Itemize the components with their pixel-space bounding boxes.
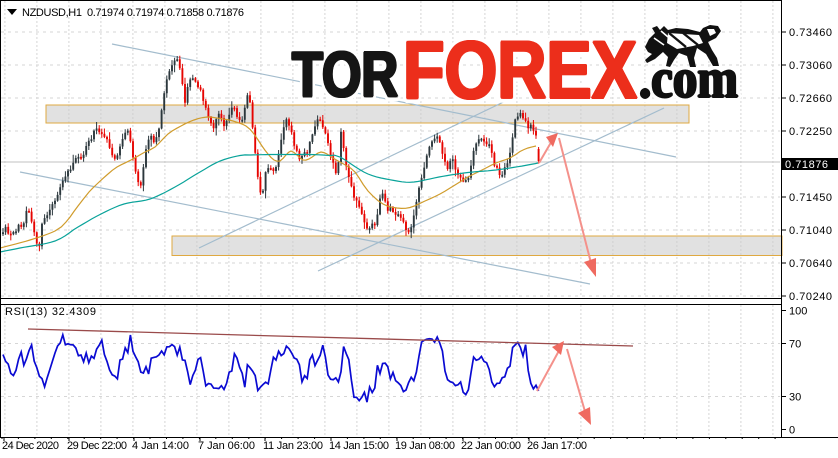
svg-text:TOR: TOR [291, 38, 397, 110]
svg-text:0.72660: 0.72660 [789, 93, 832, 105]
svg-text:FOREX: FOREX [402, 26, 636, 117]
svg-text:FOREX: FOREX [402, 24, 636, 115]
svg-text:TOR: TOR [293, 39, 399, 111]
svg-text:0.71040: 0.71040 [789, 225, 832, 237]
svg-text:14 Jan 15:00: 14 Jan 15:00 [329, 440, 389, 452]
svg-text:FOREX: FOREX [404, 25, 638, 116]
svg-text:FOREX: FOREX [403, 26, 637, 117]
svg-text:NZDUSD,H1 0.71974 0.71974 0.7: NZDUSD,H1 0.71974 0.71974 0.71858 0.7187… [22, 7, 244, 19]
svg-text:TOR: TOR [293, 38, 399, 110]
svg-text:0.73460: 0.73460 [789, 27, 832, 39]
svg-text:FOREX: FOREX [402, 25, 636, 116]
svg-text:0.70240: 0.70240 [789, 291, 832, 303]
svg-text:19 Jan 08:00: 19 Jan 08:00 [395, 440, 455, 452]
svg-text:FOREX: FOREX [404, 24, 638, 115]
svg-text:11 Jan 23:00: 11 Jan 23:00 [263, 440, 323, 452]
svg-text:4 Jan 14:00: 4 Jan 14:00 [132, 440, 189, 452]
svg-text:22 Jan 00:00: 22 Jan 00:00 [461, 440, 521, 452]
svg-text:0: 0 [789, 425, 795, 437]
svg-text:0.71876: 0.71876 [785, 159, 828, 171]
svg-text:TOR: TOR [292, 39, 398, 111]
svg-text:70: 70 [789, 339, 801, 351]
svg-text:FOREX: FOREX [404, 26, 638, 117]
svg-text:TOR: TOR [292, 39, 398, 111]
svg-text:100: 100 [789, 306, 807, 318]
svg-text:29 Dec 22:00: 29 Dec 22:00 [67, 440, 127, 452]
svg-text:TOR: TOR [291, 39, 397, 111]
svg-text:0.72250: 0.72250 [789, 126, 832, 138]
svg-text:TOR: TOR [291, 39, 397, 111]
svg-text:0.71450: 0.71450 [789, 192, 832, 204]
svg-text:TOR: TOR [292, 37, 398, 109]
svg-text:TOR: TOR [293, 39, 399, 111]
svg-text:FOREX: FOREX [403, 25, 637, 116]
svg-text:TOR: TOR [292, 40, 398, 112]
svg-text:0.70640: 0.70640 [789, 258, 832, 270]
svg-text:7 Jan 06:00: 7 Jan 06:00 [198, 440, 255, 452]
svg-text:26 Jan 17:00: 26 Jan 17:00 [527, 440, 587, 452]
svg-text:FOREX: FOREX [403, 24, 637, 115]
svg-text:24 Dec 2020: 24 Dec 2020 [2, 440, 59, 452]
svg-text:0.73060: 0.73060 [789, 60, 832, 72]
svg-text:RSI(13) 32.4309: RSI(13) 32.4309 [5, 306, 96, 318]
svg-text:30: 30 [789, 392, 801, 404]
svg-text:FOREX: FOREX [403, 25, 637, 116]
